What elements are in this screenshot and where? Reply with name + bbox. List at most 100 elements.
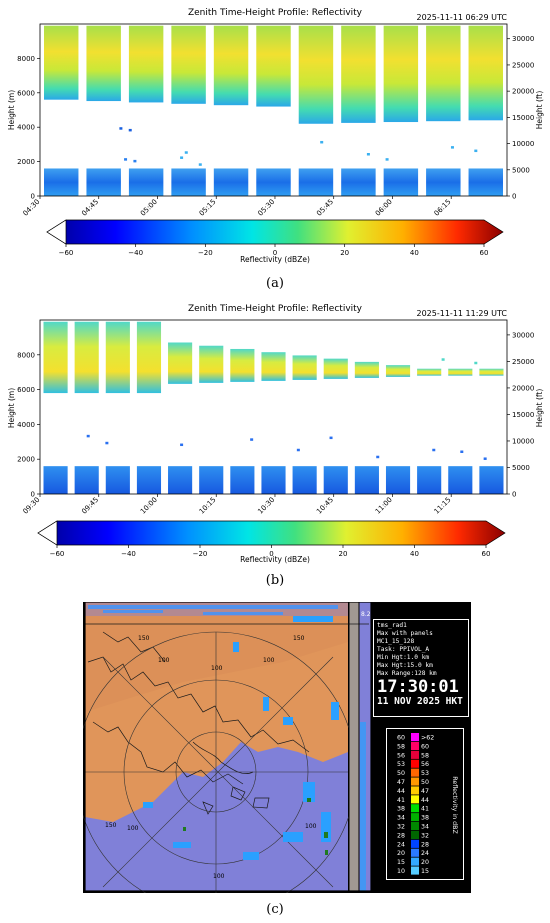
legend-swatch	[411, 733, 419, 742]
y-right-tick-label: 0	[512, 193, 516, 201]
radar-date: 11 NOV 2025 HKT	[377, 696, 463, 707]
profile-chart-b: Zenith Time-Height Profile: Reflectivity…	[7, 304, 544, 564]
legend-low-value: 24	[397, 841, 405, 848]
cloud-column	[171, 25, 206, 104]
chart-timestamp: 2025-11-11 06:29 UTC	[417, 13, 508, 22]
colorbar-tick-label: 40	[410, 249, 419, 257]
legend-swatch	[411, 813, 419, 822]
x-tick-label: 05:15	[198, 198, 218, 218]
info-line: MC1_15_128	[377, 638, 415, 645]
echo-speck	[250, 438, 254, 441]
info-line: Max Range:128 km	[377, 670, 437, 677]
legend-high-value: >62	[421, 735, 434, 742]
legend-low-value: 60	[397, 735, 405, 742]
low-echo-column	[74, 466, 99, 494]
cloud-column	[354, 361, 379, 378]
y-tick-label: 6000	[17, 386, 35, 394]
echo-speck	[474, 149, 478, 153]
legend-low-value: 44	[397, 788, 405, 795]
colorbar-tick-label: −60	[50, 550, 65, 558]
cloud-column	[261, 352, 286, 381]
legend-swatch	[411, 786, 419, 795]
echo-speck	[441, 358, 445, 361]
x-tick-label: 10:45	[315, 496, 335, 516]
legend-high-value: 44	[421, 797, 429, 804]
low-echo-column	[43, 466, 68, 494]
y-right-tick-label: 15000	[512, 114, 534, 122]
info-line: Max Hgt:15.0 km	[377, 662, 433, 669]
cloud-column	[448, 368, 473, 376]
plot-area	[39, 23, 508, 197]
cloud-column	[383, 25, 419, 123]
legend-high-value: 34	[421, 824, 429, 831]
echo-speck	[184, 151, 188, 154]
echo-speck	[483, 457, 487, 460]
colorbar-tick-label: 60	[482, 550, 491, 558]
legend-swatch	[411, 830, 419, 839]
colorbar-tick-label: 0	[273, 249, 277, 257]
cloud-column	[230, 348, 255, 382]
range-label: 150	[293, 635, 305, 642]
legend-high-value: 15	[421, 868, 429, 875]
y-tick-label: 2000	[17, 456, 35, 464]
y-right-tick-label: 15000	[512, 411, 534, 419]
colorbar-ticks: −60 −40 −20 0 20 40 60	[50, 545, 491, 558]
y-right-tick-label: 10000	[512, 140, 534, 148]
legend-low-value: 32	[397, 824, 405, 831]
low-echo-column	[199, 466, 224, 494]
legend-swatch	[411, 741, 419, 750]
colorbar-tick-label: −20	[193, 550, 208, 558]
low-echo-column	[468, 168, 503, 196]
cloud-column	[385, 365, 411, 377]
low-echo-column	[298, 168, 334, 196]
info-line: tms_rad1	[377, 622, 407, 629]
radar-time: 17:30:01	[377, 677, 459, 697]
info-line: Max with panels	[377, 630, 433, 637]
legend-high-value: 32	[421, 832, 429, 839]
range-label: 150	[138, 635, 150, 642]
colorbar-tick-label: 0	[269, 550, 273, 558]
reflectivity-field	[44, 25, 503, 196]
y-tick-label: 6000	[17, 89, 35, 97]
low-echo-column	[323, 466, 348, 494]
cloud-column	[105, 321, 130, 394]
colorbar-label: Reflectivity (dBZe)	[240, 255, 310, 264]
legend-swatch	[411, 768, 419, 777]
legend-swatch	[411, 750, 419, 759]
legend-high-value: 41	[421, 806, 429, 813]
x-tick-label: 11:00	[374, 496, 394, 516]
legend-low-value: 34	[397, 815, 405, 822]
cloud-column	[468, 25, 503, 121]
echo-speck	[432, 448, 436, 452]
y-tick-label: 0	[31, 491, 35, 499]
echo-speck	[450, 146, 454, 149]
echo-speck	[119, 127, 123, 130]
x-tick-label: 09:30	[21, 496, 41, 516]
y-tick-label: 8000	[17, 351, 35, 359]
panel-label-a: (a)	[266, 276, 284, 291]
colorbar-tick-label: 20	[339, 550, 348, 558]
y-right-tick-label: 30000	[512, 35, 534, 43]
echo-speck	[376, 455, 380, 459]
echo-speck	[385, 158, 389, 161]
echo-speck	[180, 443, 184, 447]
legend-swatch	[411, 866, 419, 875]
y-right-tick-label: 5000	[512, 166, 530, 174]
colorbar-tick-label: −20	[198, 249, 213, 257]
low-echo-column	[105, 466, 130, 494]
echo-speck	[329, 436, 333, 440]
range-label: 150	[105, 822, 117, 829]
colorbar	[46, 219, 504, 245]
cloud-column	[341, 25, 376, 123]
cloud-column	[256, 25, 291, 107]
echo-speck	[198, 163, 202, 166]
low-echo-column	[385, 466, 411, 494]
low-echo-column	[86, 168, 121, 196]
legend-high-value: 28	[421, 841, 429, 848]
x-tick-label: 05:30	[256, 198, 276, 218]
x-tick-label: 11:15	[433, 496, 453, 516]
legend-swatch	[411, 804, 419, 813]
colorbar-tick-label: −40	[121, 550, 136, 558]
legend-low-value: 50	[397, 770, 405, 777]
cloud-column	[292, 355, 317, 380]
